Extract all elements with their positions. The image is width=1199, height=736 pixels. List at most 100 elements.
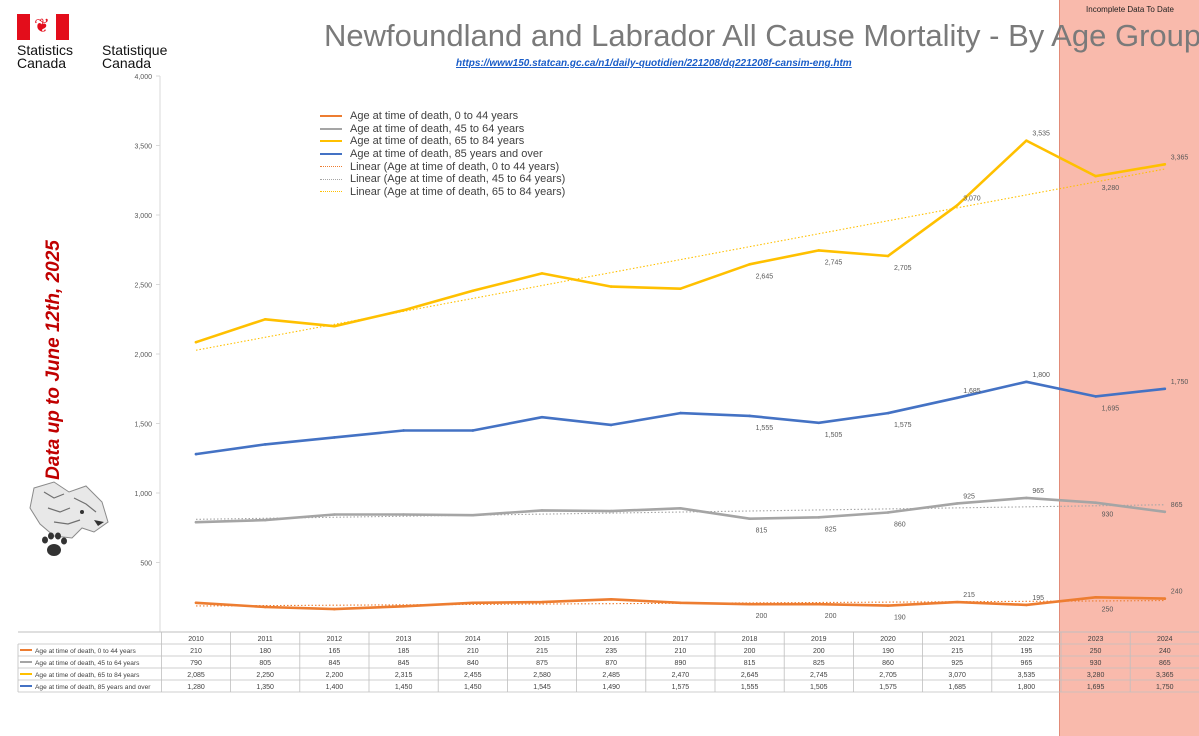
table-cell: 1,555 (741, 684, 759, 691)
data-label: 200 (756, 613, 768, 620)
data-point (333, 324, 336, 328)
data-point (748, 602, 751, 606)
incomplete-data-band (1059, 0, 1199, 736)
data-point (679, 506, 682, 510)
data-point (402, 604, 405, 608)
table-cell: 235 (605, 648, 617, 655)
table-cell: 200 (813, 648, 825, 655)
legend-swatch (320, 153, 342, 156)
table-cell: 1,750 (1156, 684, 1174, 691)
table-cell: 3,280 (1087, 672, 1105, 679)
data-label: 2,705 (894, 265, 912, 272)
table-cell: 2,745 (810, 672, 828, 679)
data-point (540, 600, 544, 604)
table-year-header: 2023 (1088, 636, 1104, 643)
table-cell: 2,580 (533, 672, 551, 679)
data-point (1025, 139, 1028, 142)
table-cell: 210 (190, 648, 202, 655)
table-year-header: 2014 (465, 636, 481, 643)
table-cell: 825 (813, 660, 825, 667)
y-tick-label: 4,000 (134, 74, 152, 81)
data-point (263, 518, 267, 522)
legend-label: Age at time of death, 85 years and over (350, 148, 543, 161)
table-year-header: 2019 (811, 636, 827, 643)
data-point (955, 502, 959, 505)
legend-item: Linear (Age at time of death, 0 to 44 ye… (320, 160, 565, 173)
data-label: 1,505 (825, 432, 843, 439)
data-point (471, 289, 475, 293)
data-point (1163, 387, 1167, 391)
table-year-header: 2018 (742, 636, 758, 643)
table-year-header: 2022 (1019, 636, 1035, 643)
table-cell: 210 (675, 648, 687, 655)
data-point (540, 415, 544, 419)
data-label: 930 (1102, 512, 1114, 519)
table-cell: 200 (744, 648, 756, 655)
table-series-name: Age at time of death, 65 to 84 years (35, 672, 140, 679)
data-label: 1,685 (963, 388, 981, 395)
y-tick-label: 2,000 (134, 352, 152, 359)
table-cell: 1,545 (533, 684, 551, 691)
data-point (748, 263, 751, 266)
data-point (263, 605, 267, 609)
data-point (471, 429, 475, 432)
table-series-name: Age at time of death, 85 years and over (35, 684, 151, 691)
table-cell: 3,535 (1018, 672, 1036, 679)
table-cell: 965 (1021, 660, 1033, 667)
data-point (333, 513, 336, 516)
data-point (194, 340, 198, 344)
line-chart: 500 1,000 1,500 2,000 2,500 3,000 3,500 4,000 2… (134, 74, 1188, 632)
data-label: 250 (1102, 606, 1114, 613)
chart-title: Newfoundland and Labrador All Cause Mort… (324, 18, 1199, 53)
data-point (1163, 162, 1167, 166)
table-cell: 2,455 (464, 672, 482, 679)
y-tick-label: 1,000 (134, 491, 152, 498)
data-point (1163, 510, 1167, 514)
table-cell: 1,685 (948, 684, 966, 691)
legend-label: Age at time of death, 65 to 84 years (350, 135, 525, 148)
statcan-logo: ❦ Statistics Canada Statistique Canada (17, 14, 167, 70)
data-point (1025, 496, 1028, 500)
data-point (402, 429, 405, 432)
table-cell: 845 (329, 660, 341, 667)
table-cell: 215 (951, 648, 963, 655)
data-point (609, 285, 613, 288)
table-year-header: 2020 (880, 636, 896, 643)
data-point (886, 254, 890, 258)
data-point (1025, 380, 1028, 384)
table-cell: 1,450 (464, 684, 482, 691)
table-cell: 1,695 (1087, 684, 1105, 691)
chart-legend: Age at time of death, 0 to 44 years Age … (320, 110, 565, 198)
table-year-header: 2011 (258, 636, 273, 643)
source-link[interactable]: https://www150.statcan.gc.ca/n1/daily-qu… (456, 58, 852, 69)
table-cell: 930 (1090, 660, 1102, 667)
table-cell: 240 (1159, 648, 1171, 655)
data-point (1094, 595, 1097, 599)
table-series-name: Age at time of death, 45 to 64 years (35, 660, 140, 667)
table-year-header: 2015 (534, 636, 550, 643)
table-cell: 2,250 (256, 672, 274, 679)
legend-item: Age at time of death, 65 to 84 years (320, 135, 565, 148)
table-cell: 1,800 (1018, 684, 1036, 691)
data-point (748, 517, 751, 521)
legend-label: Age at time of death, 0 to 44 years (350, 110, 519, 123)
data-point (471, 601, 475, 605)
table-cell: 165 (329, 648, 341, 655)
table-cell: 875 (536, 660, 548, 667)
data-label: 3,280 (1102, 185, 1120, 192)
table-cell: 215 (536, 648, 548, 655)
data-point (609, 423, 613, 427)
data-point (955, 203, 959, 207)
data-point (955, 396, 959, 400)
legend-item: Linear (Age at time of death, 45 to 64 y… (320, 173, 565, 186)
data-point (679, 287, 682, 290)
data-point (817, 249, 821, 252)
y-tick-label: 3,000 (134, 213, 152, 220)
data-point (540, 509, 544, 512)
data-point (263, 317, 267, 321)
y-tick-label: 500 (140, 561, 152, 568)
data-label: 865 (1171, 502, 1183, 509)
wolf-logo-icon (29, 481, 109, 556)
y-tick-label: 3,500 (134, 144, 152, 151)
